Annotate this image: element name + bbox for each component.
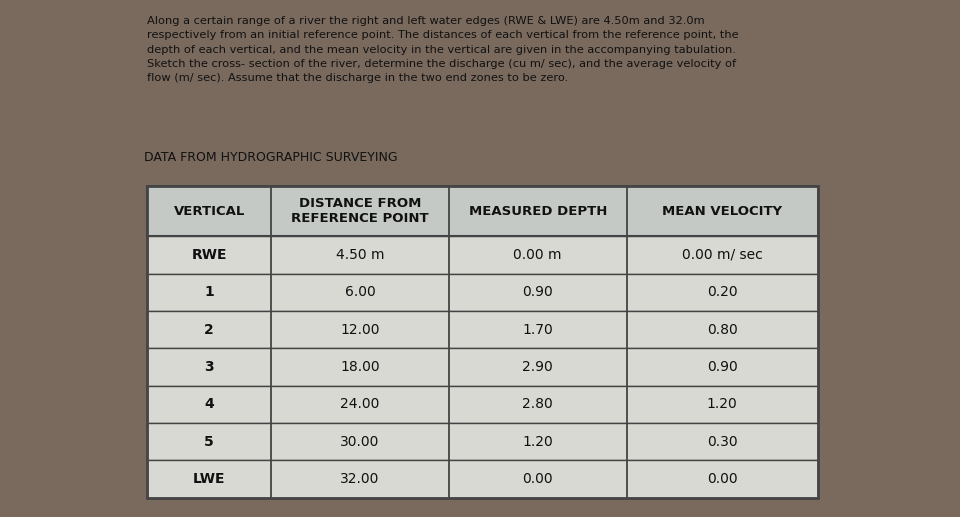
Text: 1.20: 1.20 [522, 435, 553, 449]
Text: RWE: RWE [191, 248, 227, 262]
Bar [147, 273, 818, 311]
Text: 0.20: 0.20 [707, 285, 737, 299]
Text: 6.00: 6.00 [345, 285, 375, 299]
Text: Along a certain range of a river the right and left water edges (RWE & LWE) are : Along a certain range of a river the rig… [147, 16, 739, 84]
Text: 0.80: 0.80 [707, 323, 737, 337]
Text: MEAN VELOCITY: MEAN VELOCITY [662, 205, 782, 218]
Text: VERTICAL: VERTICAL [174, 205, 245, 218]
Bar [147, 186, 818, 497]
Text: 4: 4 [204, 397, 214, 411]
Text: 24.00: 24.00 [341, 397, 380, 411]
Text: 1.70: 1.70 [522, 323, 553, 337]
Text: 12.00: 12.00 [340, 323, 380, 337]
Bar [147, 311, 818, 348]
Text: 0.00 m/ sec: 0.00 m/ sec [682, 248, 762, 262]
Bar [147, 236, 818, 273]
Text: 2.80: 2.80 [522, 397, 553, 411]
Text: 1: 1 [204, 285, 214, 299]
Bar [147, 386, 818, 423]
Bar [147, 348, 818, 386]
Text: 0.90: 0.90 [522, 285, 553, 299]
Text: 0.00: 0.00 [707, 472, 737, 486]
Text: 0.00 m: 0.00 m [514, 248, 562, 262]
Text: 3: 3 [204, 360, 214, 374]
Text: 0.90: 0.90 [707, 360, 737, 374]
Text: 2.90: 2.90 [522, 360, 553, 374]
Text: MEASURED DEPTH: MEASURED DEPTH [468, 205, 607, 218]
Bar [147, 423, 818, 460]
Text: 18.00: 18.00 [340, 360, 380, 374]
Text: 2: 2 [204, 323, 214, 337]
Text: 32.00: 32.00 [341, 472, 380, 486]
Bar [147, 460, 818, 497]
Text: 5: 5 [204, 435, 214, 449]
Text: 4.50 m: 4.50 m [336, 248, 384, 262]
Text: 30.00: 30.00 [341, 435, 380, 449]
Bar [147, 186, 818, 236]
Text: 0.00: 0.00 [522, 472, 553, 486]
Text: 0.30: 0.30 [707, 435, 737, 449]
Text: 1.20: 1.20 [707, 397, 737, 411]
Text: LWE: LWE [193, 472, 226, 486]
Text: DATA FROM HYDROGRAPHIC SURVEYING: DATA FROM HYDROGRAPHIC SURVEYING [144, 151, 397, 164]
Text: DISTANCE FROM
REFERENCE POINT: DISTANCE FROM REFERENCE POINT [291, 197, 429, 225]
